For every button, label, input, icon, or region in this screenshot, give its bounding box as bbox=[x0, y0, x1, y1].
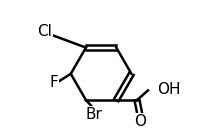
Text: F: F bbox=[49, 75, 58, 90]
Text: Br: Br bbox=[85, 107, 101, 122]
Text: OH: OH bbox=[156, 82, 180, 96]
Text: Cl: Cl bbox=[37, 24, 52, 39]
Text: O: O bbox=[134, 114, 146, 129]
